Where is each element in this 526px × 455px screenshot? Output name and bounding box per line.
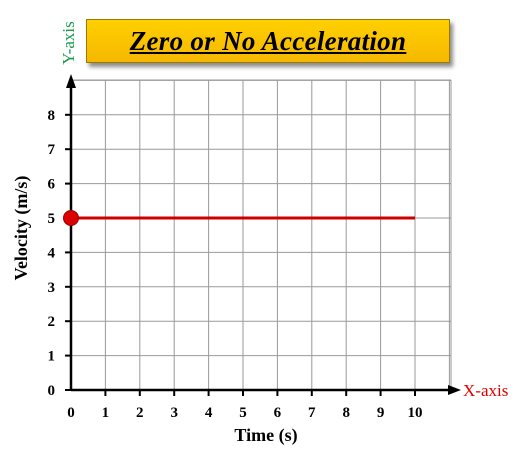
axes <box>66 74 461 395</box>
start-point-marker <box>63 210 79 226</box>
x-tick-label: 5 <box>239 405 247 421</box>
chart-title-box: Zero or No Acceleration <box>86 19 450 63</box>
y-tick-label: 1 <box>48 349 56 365</box>
x-axis-arrowhead <box>448 385 461 395</box>
x-axis-name: X-axis <box>463 381 508 400</box>
y-axis-name: Y-axis <box>59 21 78 64</box>
x-tick-label: 1 <box>102 405 110 421</box>
grid <box>70 79 452 391</box>
x-tick-label: 6 <box>274 405 282 421</box>
y-tick-label: 2 <box>48 314 56 330</box>
x-tick-label: 0 <box>67 405 75 421</box>
ticks: 0 1 2 3 4 5 6 7 8 9 10 0 1 2 3 4 5 6 7 8 <box>48 108 423 421</box>
x-axis-label: Time (s) <box>234 425 297 446</box>
x-tick-label: 2 <box>136 405 144 421</box>
x-tick-label: 3 <box>170 405 178 421</box>
chart-title: Zero or No Acceleration <box>129 25 407 56</box>
x-tick-label: 4 <box>205 405 213 421</box>
x-tick-label: 7 <box>308 405 316 421</box>
series <box>63 210 415 226</box>
x-tick-label: 9 <box>377 405 385 421</box>
y-tick-label: 4 <box>48 245 56 261</box>
y-tick-label: 3 <box>48 280 56 296</box>
y-tick-label: 0 <box>48 383 56 399</box>
y-tick-label: 7 <box>48 142 56 158</box>
x-tick-label: 8 <box>342 405 350 421</box>
y-axis-arrowhead <box>66 74 76 88</box>
y-tick-label: 8 <box>48 108 56 124</box>
y-axis-label: Velocity (m/s) <box>11 176 32 281</box>
x-tick-label: 10 <box>408 405 423 421</box>
y-tick-label: 5 <box>48 211 56 227</box>
y-tick-label: 6 <box>48 177 56 193</box>
